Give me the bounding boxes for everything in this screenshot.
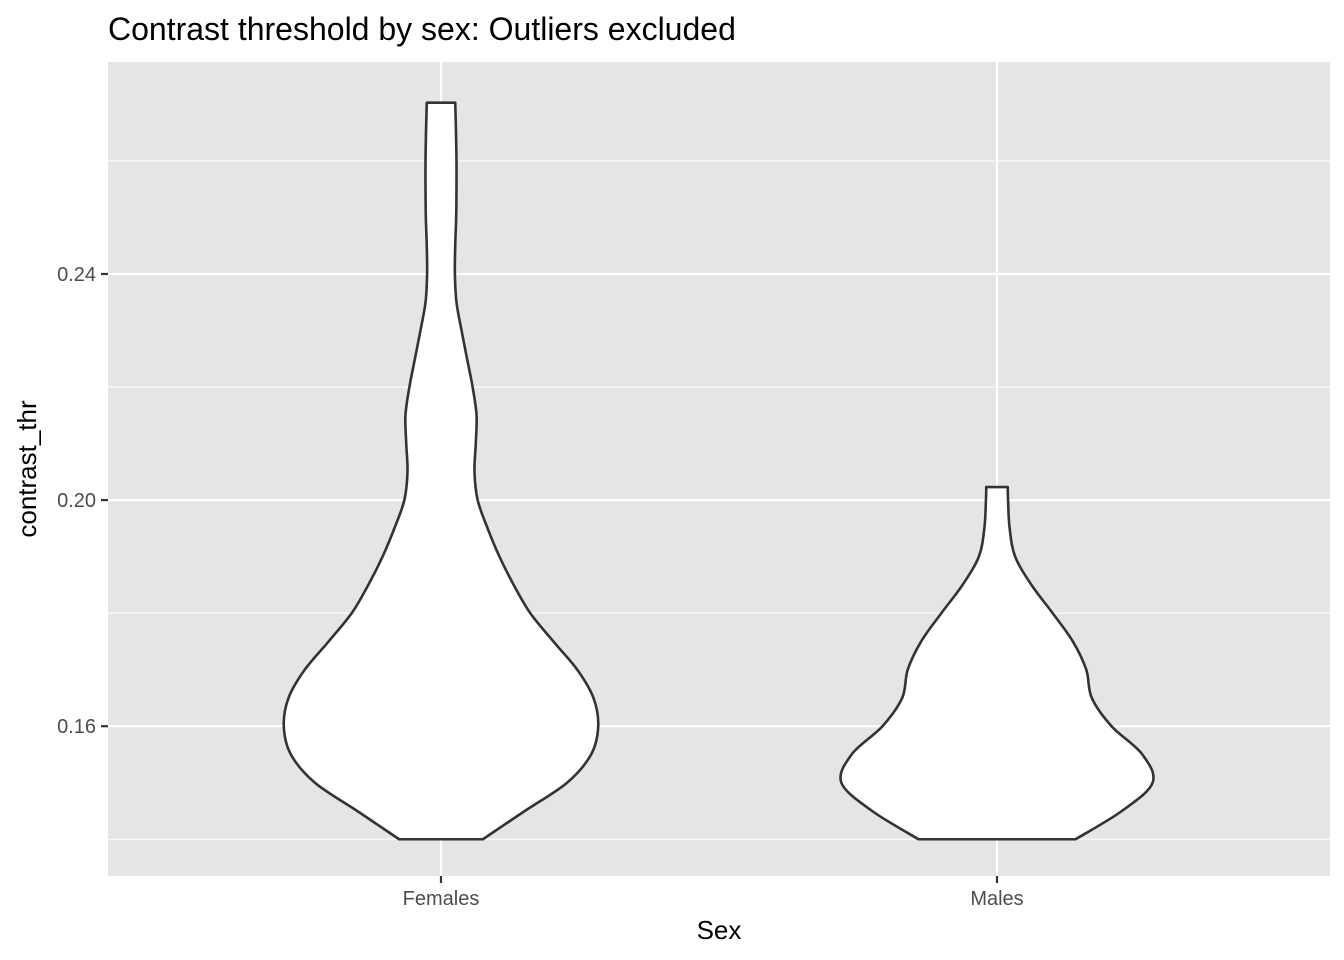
y-axis: 0.16 0.20 0.24 [57,264,108,738]
x-axis: Females Males [403,876,1024,910]
y-tick-label: 0.20 [57,490,96,512]
chart-title: Contrast threshold by sex: Outliers excl… [108,11,736,47]
y-tick-label: 0.24 [57,264,96,286]
violin-females [282,101,600,841]
y-axis-title: contrast_thr [12,400,42,538]
violin-males [839,485,1155,841]
x-tick-label: Females [403,888,480,910]
x-tick-label: Males [970,888,1023,910]
grid-minor [108,160,1330,840]
y-tick-label: 0.16 [57,716,96,738]
x-axis-title: Sex [697,915,742,945]
violins [282,101,1155,841]
